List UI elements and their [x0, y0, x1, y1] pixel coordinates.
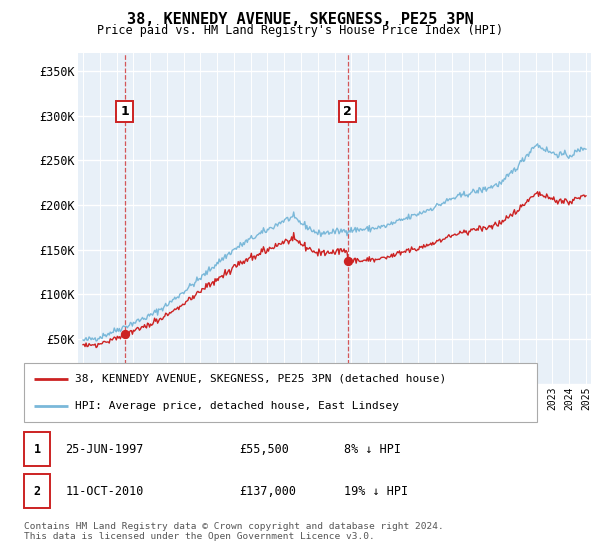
- Point: [120, 329, 130, 338]
- Text: 38, KENNEDY AVENUE, SKEGNESS, PE25 3PN (detached house): 38, KENNEDY AVENUE, SKEGNESS, PE25 3PN (…: [76, 374, 446, 384]
- Text: 1: 1: [34, 442, 41, 456]
- Text: 2: 2: [343, 105, 352, 118]
- Text: 11-OCT-2010: 11-OCT-2010: [65, 485, 144, 498]
- Text: 2: 2: [34, 485, 41, 498]
- Text: 25-JUN-1997: 25-JUN-1997: [65, 442, 144, 456]
- Text: 1: 1: [120, 105, 129, 118]
- Point: [343, 257, 352, 266]
- Text: 38, KENNEDY AVENUE, SKEGNESS, PE25 3PN: 38, KENNEDY AVENUE, SKEGNESS, PE25 3PN: [127, 12, 473, 27]
- Text: Price paid vs. HM Land Registry's House Price Index (HPI): Price paid vs. HM Land Registry's House …: [97, 24, 503, 36]
- Text: 8% ↓ HPI: 8% ↓ HPI: [344, 442, 401, 456]
- Bar: [24, 432, 50, 466]
- Text: 19% ↓ HPI: 19% ↓ HPI: [344, 485, 408, 498]
- Text: HPI: Average price, detached house, East Lindsey: HPI: Average price, detached house, East…: [76, 401, 400, 411]
- Text: £137,000: £137,000: [239, 485, 296, 498]
- Text: Contains HM Land Registry data © Crown copyright and database right 2024.
This d: Contains HM Land Registry data © Crown c…: [24, 522, 444, 542]
- Text: £55,500: £55,500: [239, 442, 289, 456]
- Bar: [24, 474, 50, 508]
